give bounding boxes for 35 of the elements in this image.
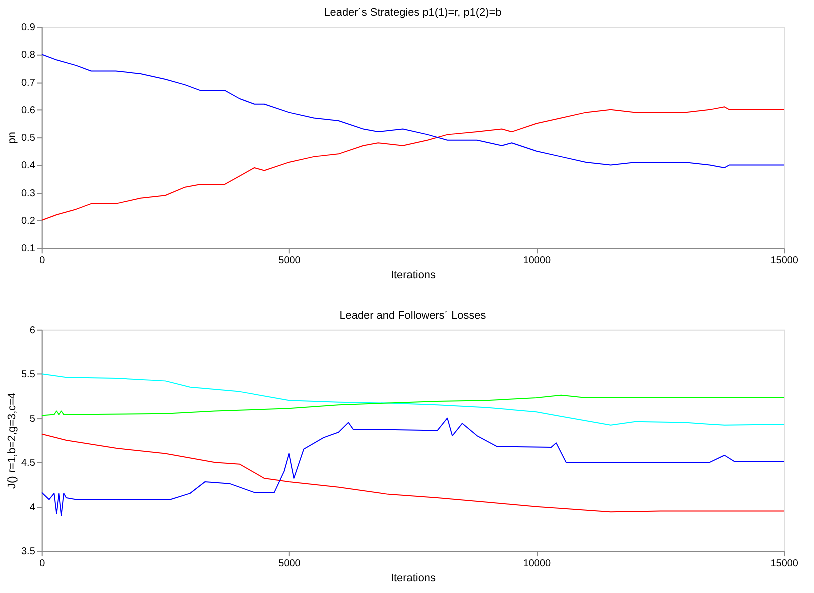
y-tick-label: 0.6	[22, 105, 36, 116]
y-tick-label: 4	[30, 502, 36, 514]
y-tick-label: 0.4	[22, 160, 36, 172]
y-axis-title: pn	[6, 132, 19, 144]
x-axis-title: Iterations	[390, 270, 436, 282]
x-tick-label: 5000	[278, 256, 302, 267]
chart-title: Leader and Followers´ Losses	[340, 310, 487, 322]
y-tick-label: 0.1	[22, 244, 36, 255]
y-tick-label: 0.2	[22, 216, 36, 228]
x-tick-label: 15000	[770, 558, 799, 570]
y-tick-label: 0.7	[22, 78, 36, 89]
y-tick-label: 0.8	[22, 50, 36, 62]
chart-title: Leader´s Strategies p1(1)=r, p1(2)=b	[324, 7, 502, 20]
y-tick-label: 6	[30, 325, 36, 336]
y-tick-label: 5.5	[22, 370, 36, 381]
y-axis-title: J() r=1,b=2,g=3,c=4	[6, 392, 19, 489]
y-tick-label: 3.5	[22, 546, 36, 558]
x-tick-label: 10000	[523, 256, 552, 267]
x-tick-label: 5000	[278, 558, 302, 570]
x-tick-label: 15000	[770, 256, 799, 267]
line-series	[42, 418, 784, 516]
y-tick-label: 0.3	[22, 188, 36, 200]
x-tick-label: 0	[40, 558, 46, 570]
y-tick-label: 4.5	[22, 458, 36, 470]
line-series	[42, 106, 784, 222]
line-series	[42, 434, 784, 513]
line-series	[42, 374, 784, 426]
y-tick-label: 5	[30, 414, 36, 425]
x-tick-label: 0	[40, 256, 46, 267]
x-axis-title: Iterations	[390, 572, 436, 584]
x-tick-label: 10000	[523, 558, 552, 570]
line-series	[42, 394, 784, 416]
y-tick-label: 0.5	[22, 133, 36, 144]
y-tick-label: 0.9	[22, 22, 36, 34]
line-series	[42, 54, 784, 168]
